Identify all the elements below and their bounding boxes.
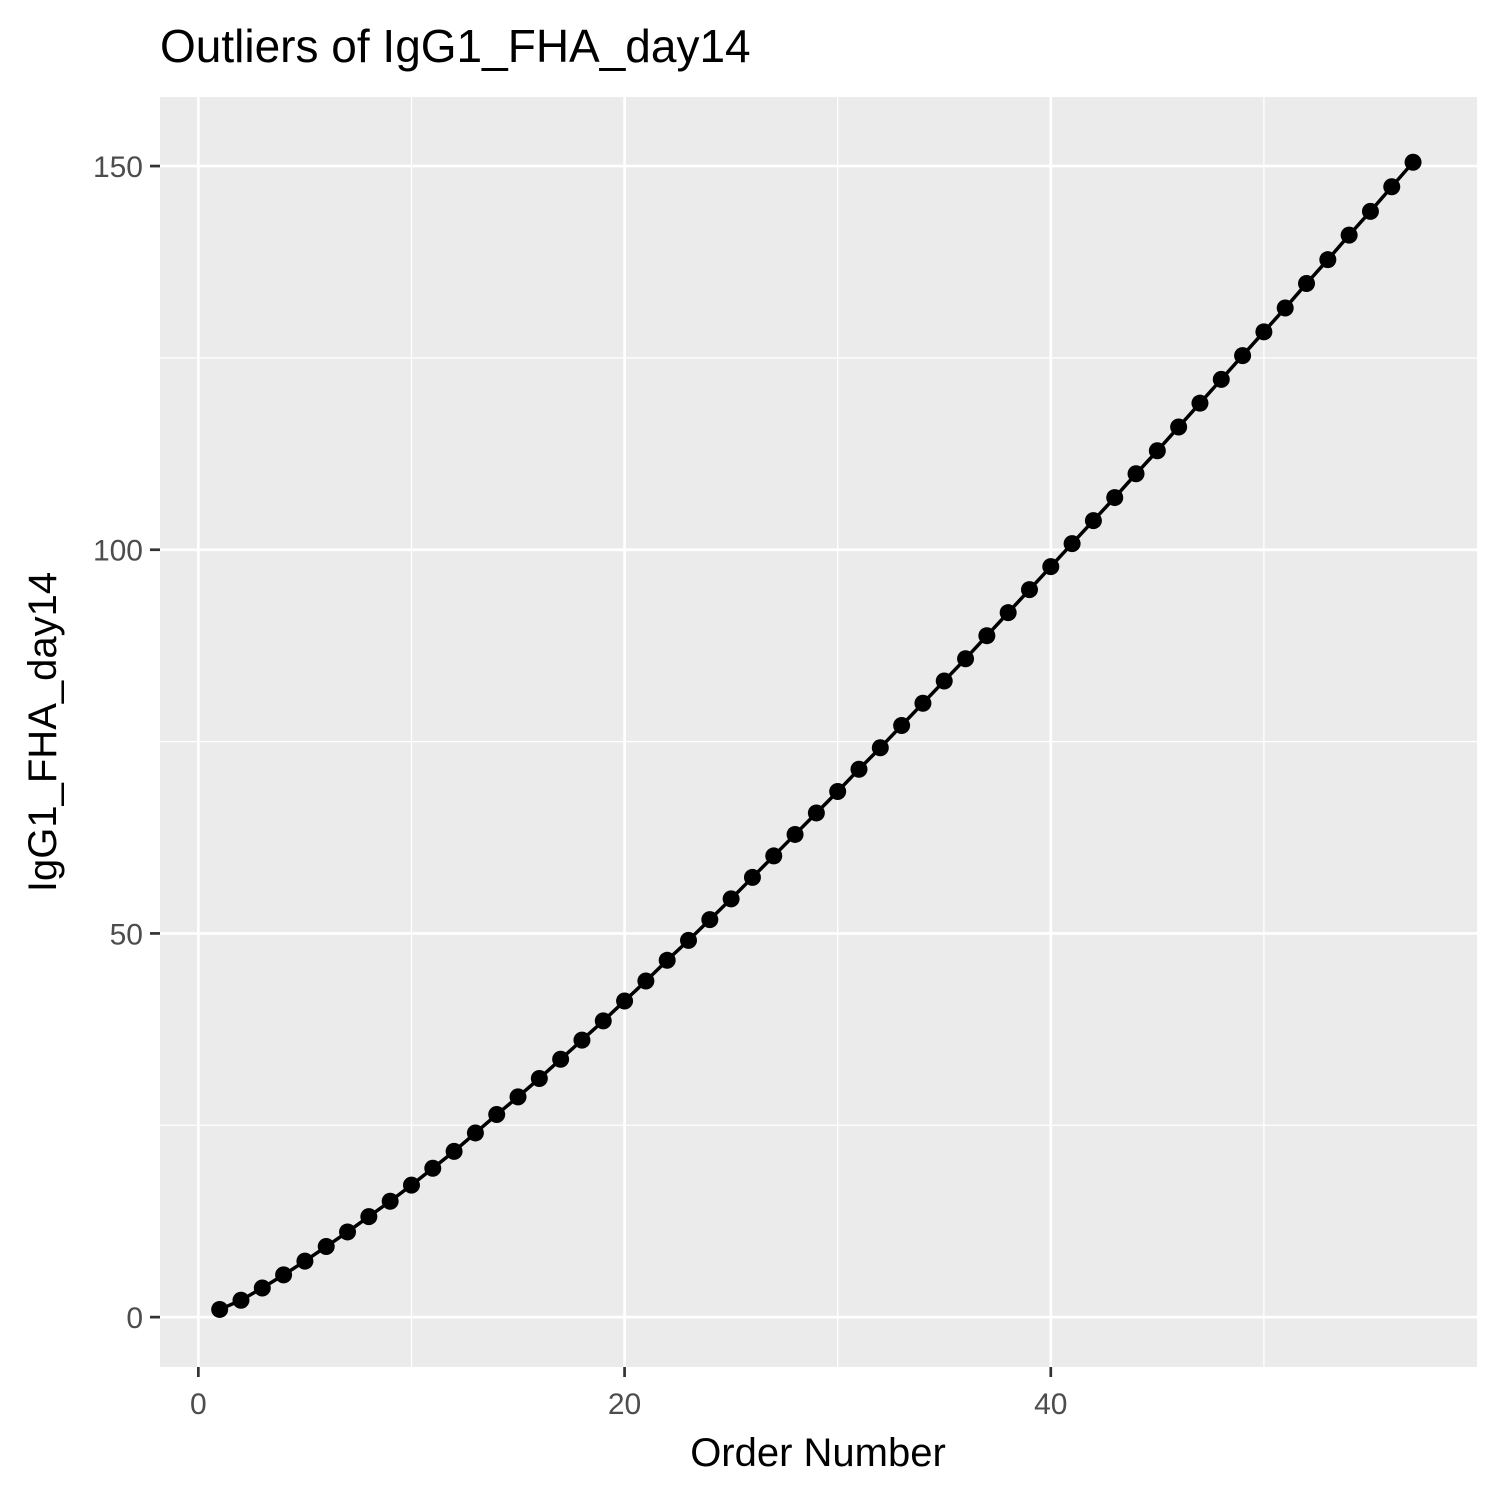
y-tick-label: 50 <box>110 918 143 951</box>
data-point <box>360 1208 378 1226</box>
data-point <box>296 1252 314 1270</box>
x-tick-label: 40 <box>1034 1388 1067 1421</box>
data-point <box>807 804 825 822</box>
data-point <box>317 1238 335 1256</box>
data-point <box>445 1142 463 1160</box>
data-point <box>1340 226 1358 244</box>
x-axis: 0 20 40 <box>190 1367 1067 1421</box>
data-point <box>1127 465 1145 483</box>
plot-panel <box>160 97 1477 1367</box>
data-point <box>1084 512 1102 530</box>
data-point <box>765 847 783 865</box>
data-point <box>1170 418 1188 436</box>
data-point <box>1191 394 1209 412</box>
data-point <box>850 760 868 778</box>
data-point <box>786 825 804 843</box>
data-point <box>743 868 761 886</box>
x-tick-label: 0 <box>190 1388 207 1421</box>
data-point <box>935 672 953 690</box>
data-point <box>914 694 932 712</box>
y-tick-label: 0 <box>126 1302 143 1335</box>
data-point <box>1212 370 1230 388</box>
data-point <box>829 782 847 800</box>
data-point <box>1404 153 1422 171</box>
data-point <box>1255 323 1273 341</box>
data-point <box>1298 274 1316 292</box>
major-gridlines <box>160 97 1477 1367</box>
data-point <box>275 1266 293 1284</box>
data-point <box>722 890 740 908</box>
data-point <box>1234 347 1252 365</box>
data-point <box>1148 442 1166 460</box>
data-point <box>509 1088 527 1106</box>
data-point <box>253 1279 271 1297</box>
data-point <box>1361 202 1379 220</box>
data-point <box>1106 489 1124 507</box>
data-point <box>637 972 655 990</box>
y-tick-label: 150 <box>93 151 143 184</box>
data-point <box>893 716 911 734</box>
data-point <box>680 931 698 949</box>
data-point <box>658 951 676 969</box>
y-axis: 0 50 100 150 <box>93 151 160 1335</box>
data-point <box>488 1106 506 1124</box>
data-point <box>871 739 889 757</box>
data-point <box>1063 535 1081 553</box>
data-point <box>1020 581 1038 599</box>
data-point <box>957 650 975 668</box>
data-point <box>1276 299 1294 317</box>
minor-gridlines <box>160 97 1477 1367</box>
data-point <box>552 1050 570 1068</box>
x-axis-title: Order Number <box>690 1431 946 1475</box>
data-point <box>530 1069 548 1087</box>
chart-title: Outliers of IgG1_FHA_day14 <box>160 20 751 72</box>
data-point <box>573 1031 591 1049</box>
y-tick-label: 100 <box>93 535 143 568</box>
data-point <box>1042 558 1060 576</box>
data-point <box>1383 178 1401 196</box>
data-point <box>1319 251 1337 269</box>
data-point <box>211 1300 229 1318</box>
data-point <box>402 1176 420 1194</box>
y-axis-title: IgG1_FHA_day14 <box>21 572 65 892</box>
x-tick-label: 20 <box>608 1388 641 1421</box>
data-point <box>999 604 1017 622</box>
data-point <box>616 992 634 1010</box>
data-point <box>594 1012 612 1030</box>
data-point <box>701 911 719 929</box>
data-point <box>381 1192 399 1210</box>
data-point <box>339 1223 357 1241</box>
data-point <box>424 1159 442 1177</box>
data-point <box>466 1124 484 1142</box>
data-point <box>978 627 996 645</box>
series-layer <box>211 153 1422 1318</box>
data-point <box>232 1291 250 1309</box>
